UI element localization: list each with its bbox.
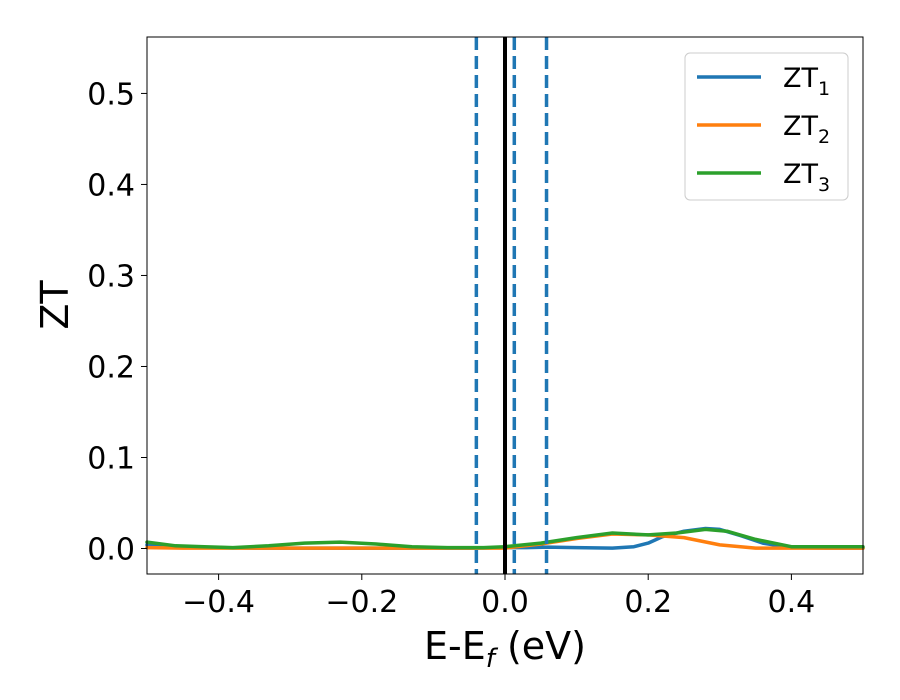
- y-tick-label: 0.5: [87, 77, 135, 112]
- x-tick-label: −0.2: [325, 585, 398, 620]
- x-tick-label: −0.4: [182, 585, 255, 620]
- x-tick-label: 0.0: [481, 585, 529, 620]
- reference-lines: [474, 37, 549, 574]
- y-tick-label: 0.2: [87, 350, 135, 385]
- legend: ZT1 ZT2 ZT3: [684, 52, 849, 201]
- y-tick-label: 0.4: [87, 168, 135, 203]
- legend-label-zt2: ZT2: [783, 111, 830, 148]
- legend-label-zt1: ZT1: [783, 63, 830, 100]
- legend-label-zt3: ZT3: [783, 159, 830, 196]
- y-tick-label: 0.1: [87, 441, 135, 476]
- y-axis-ticks: 0.0 0.1 0.2 0.3 0.4 0.5: [87, 77, 147, 568]
- x-tick-label: 0.4: [768, 585, 816, 620]
- legend-box: [684, 52, 849, 201]
- x-tick-label: 0.2: [624, 585, 672, 620]
- y-axis-label: ZT: [33, 280, 77, 330]
- y-tick-label: 0.3: [87, 259, 135, 294]
- x-axis-label: E-Ef (eV): [424, 624, 586, 674]
- y-tick-label: 0.0: [87, 533, 135, 568]
- x-axis-ticks: −0.4 −0.2 0.0 0.2 0.4: [182, 574, 815, 620]
- legend-items: ZT1 ZT2 ZT3: [697, 63, 830, 196]
